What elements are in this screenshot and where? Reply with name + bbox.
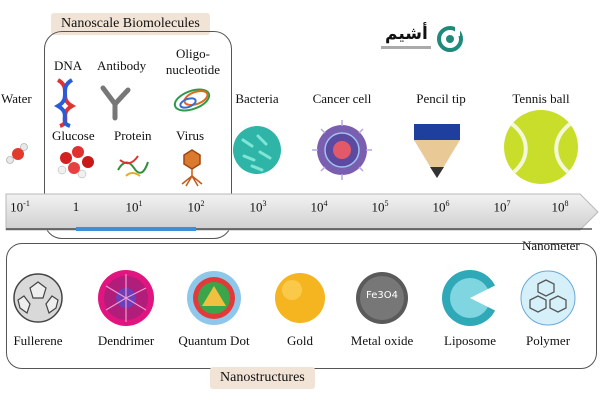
glucose-icon bbox=[57, 146, 94, 179]
water-molecule-icon bbox=[6, 143, 28, 164]
label-antibody: Antibody bbox=[97, 58, 147, 73]
label-glucose: Glucose bbox=[52, 128, 95, 143]
logo-text: أشيم bbox=[385, 24, 428, 44]
antibody-icon bbox=[100, 85, 131, 121]
biomolecules-frame bbox=[44, 31, 232, 239]
label-metal-oxide: Metal oxide bbox=[350, 333, 414, 348]
label-pencil-tip: Pencil tip bbox=[416, 91, 466, 106]
polymer-icon bbox=[520, 270, 576, 326]
scale-tick-label: 107 bbox=[493, 199, 511, 215]
scale-tick-label: 101 bbox=[125, 199, 143, 215]
label-liposome: Liposome bbox=[444, 333, 496, 348]
scale-tick-label: 108 bbox=[551, 199, 569, 215]
axis-unit-label: Nanometer bbox=[522, 238, 580, 253]
logo: أشيم bbox=[377, 22, 467, 58]
illustrations-top bbox=[6, 78, 578, 187]
scale-tick-label: 10-1 bbox=[10, 199, 30, 215]
quantum-dot-icon bbox=[187, 271, 241, 325]
scale-tick-label: 102 bbox=[187, 199, 205, 215]
nanostructures-title: Nanostructures bbox=[210, 367, 315, 389]
bacteria-icon bbox=[233, 126, 281, 174]
label-oligo-line1: Oligo- bbox=[176, 46, 210, 61]
illustrations-bottom bbox=[13, 270, 576, 326]
label-dendrimer: Dendrimer bbox=[97, 333, 155, 348]
logo-subtext bbox=[381, 46, 431, 49]
label-polymer: Polymer bbox=[525, 333, 571, 348]
label-virus: Virus bbox=[176, 128, 205, 143]
scale-tick-label: 103 bbox=[249, 199, 267, 215]
biomolecules-title: Nanoscale Biomolecules bbox=[51, 13, 210, 35]
dna-icon bbox=[53, 78, 77, 128]
label-gold: Gold bbox=[287, 333, 313, 348]
oligonucleotide-icon bbox=[173, 88, 211, 112]
scale-tick-label: 104 bbox=[310, 199, 328, 215]
tennis-ball-icon bbox=[504, 110, 578, 184]
label-oligo-line2: nucleotide bbox=[165, 62, 221, 77]
virus-icon bbox=[181, 149, 203, 187]
fullerene-icon bbox=[13, 273, 63, 323]
scale-tick-label: 106 bbox=[432, 199, 450, 215]
dendrimer-icon bbox=[98, 270, 154, 326]
cancer-cell-icon bbox=[312, 120, 372, 180]
label-cancer-cell: Cancer cell bbox=[312, 91, 372, 106]
label-protein: Protein bbox=[114, 128, 152, 143]
scale-tick-label: 105 bbox=[371, 199, 389, 215]
label-tennis-ball: Tennis ball bbox=[512, 91, 570, 106]
metal-oxide-icon bbox=[356, 272, 408, 324]
pencil-tip-icon bbox=[414, 124, 460, 178]
gold-nanoparticle-icon bbox=[275, 273, 325, 323]
label-water: Water bbox=[1, 91, 32, 106]
label-fullerene: Fullerene bbox=[13, 333, 63, 348]
metal-oxide-formula: Fe3O4 bbox=[366, 290, 398, 301]
liposome-icon bbox=[442, 270, 502, 326]
protein-icon bbox=[117, 155, 149, 177]
label-dna: DNA bbox=[54, 58, 83, 73]
scale-tick-label: 1 bbox=[72, 199, 80, 214]
label-quantum-dot: Quantum Dot bbox=[178, 333, 250, 348]
scale-bar bbox=[5, 193, 599, 231]
label-bacteria: Bacteria bbox=[235, 91, 279, 106]
logo-icon bbox=[437, 26, 463, 52]
